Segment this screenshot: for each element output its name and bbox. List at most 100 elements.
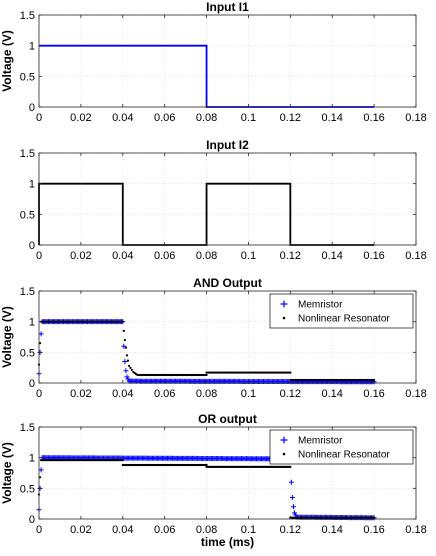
x-tick-label: 0.14: [322, 250, 343, 262]
x-tick-label: 0: [36, 250, 42, 262]
data-point: [129, 366, 132, 369]
data-point: [38, 467, 44, 473]
y-tick-label: 0.5: [20, 209, 35, 221]
x-tick-label: 0.1: [241, 112, 256, 124]
x-tick-label: 0.14: [322, 112, 343, 124]
axes-box: [38, 14, 417, 108]
x-tick-label: 0.1: [241, 250, 256, 262]
x-tick-label: 0.16: [363, 250, 384, 262]
legend-marker: [280, 436, 288, 444]
x-axis-label: time (ms): [201, 535, 254, 549]
x-tick-label: 0.14: [322, 524, 343, 536]
y-tick-label: 1: [29, 317, 35, 329]
x-tick-label: 0.08: [196, 388, 217, 400]
axes-box: [38, 426, 417, 520]
data-point: [205, 463, 208, 467]
data-point: [373, 378, 376, 382]
y-tick-label: 1: [29, 179, 35, 191]
x-tick-label: 0.18: [405, 250, 426, 262]
x-tick-label: 0.02: [70, 388, 91, 400]
data-point: [126, 359, 130, 362]
x-tick-label: 0.16: [363, 112, 384, 124]
y-tick-label: 0: [29, 240, 35, 252]
data-point: [289, 371, 292, 374]
data-point: [124, 346, 128, 349]
legend-marker: [280, 300, 288, 308]
axes-box: [38, 290, 417, 384]
data-point: [288, 479, 294, 485]
legend-label: Memristor: [298, 436, 343, 447]
data-point: [289, 465, 292, 468]
legend-label: Nonlinear Resonator: [298, 314, 390, 325]
x-tick-label: 0.06: [154, 388, 175, 400]
chart-panel-1: 0 0.02 0.04 0.06 0.08 0.1 0.12 0.14 0.16 0.18 0 0.5…: [0, 0, 427, 124]
plot-area: [39, 153, 416, 245]
chart-title: Input I1: [206, 0, 249, 14]
legend-box: [269, 429, 414, 465]
y-tick-label: 1.5: [20, 148, 35, 160]
x-tick-label: 0.06: [154, 250, 175, 262]
data-point: [127, 364, 131, 367]
x-tick-label: 0.1: [241, 388, 256, 400]
data-point: [121, 459, 124, 462]
x-tick-label: 0.04: [112, 388, 133, 400]
x-tick-label: 0.08: [196, 250, 217, 262]
y-axis-label: Voltage (V): [0, 442, 14, 504]
x-tick-label: 0.12: [280, 112, 301, 124]
data-point: [130, 368, 133, 372]
y-tick-label: 0.5: [20, 483, 35, 495]
x-tick-label: 0.02: [70, 250, 91, 262]
x-tick-label: 0.1: [241, 524, 256, 536]
chart-panel-2: 0 0.02 0.04 0.06 0.08 0.1 0.12 0.14 0.16 0.18 0 0.5…: [20, 138, 427, 262]
y-tick-label: 1.5: [20, 286, 35, 298]
chart-panel-3: 0 0.02 0.04 0.06 0.08 0.1 0.12 0.14 0.16 0.18 0 0.5…: [0, 276, 427, 400]
chart-title: OR output: [198, 412, 257, 426]
x-tick-label: 0.14: [322, 388, 343, 400]
x-tick-label: 0.08: [196, 112, 217, 124]
x-tick-label: 0.12: [280, 524, 301, 536]
legend-box: [269, 293, 414, 329]
y-tick-label: 0: [29, 514, 35, 526]
x-tick-label: 0.18: [405, 388, 426, 400]
data-point: [38, 476, 42, 479]
legend: Memristor Nonlinear Resonator: [269, 429, 414, 465]
x-tick-label: 0.08: [196, 524, 217, 536]
chart-panel-4: 0 0.02 0.04 0.06 0.08 0.1 0.12 0.14 0.16 0.18 0 0.5…: [0, 412, 427, 549]
x-tick-label: 0.12: [280, 388, 301, 400]
chart-title: Input I2: [206, 138, 249, 152]
legend-label: Nonlinear Resonator: [298, 450, 390, 461]
y-tick-label: 0.5: [20, 71, 35, 83]
legend-marker: [282, 316, 286, 320]
x-tick-label: 0: [36, 524, 42, 536]
x-tick-label: 0.06: [154, 524, 175, 536]
x-tick-label: 0.04: [112, 250, 133, 262]
data-point: [122, 329, 125, 332]
x-tick-label: 0.12: [280, 250, 301, 262]
data-point: [123, 338, 126, 342]
y-tick-label: 1: [29, 453, 35, 465]
y-tick-label: 1.5: [20, 422, 35, 434]
x-tick-label: 0: [36, 112, 42, 124]
legend: Memristor Nonlinear Resonator: [269, 293, 414, 329]
x-tick-label: 0.18: [405, 524, 426, 536]
axes-box: [38, 152, 417, 246]
plot-area: [39, 15, 416, 107]
data-point: [289, 495, 295, 501]
data-point: [38, 331, 44, 337]
legend-marker: [282, 452, 286, 456]
data-point: [205, 373, 208, 377]
legend-label: Memristor: [298, 300, 343, 311]
y-tick-label: 0: [29, 378, 35, 390]
y-axis-label: Voltage (V): [0, 306, 14, 368]
data-point: [121, 320, 124, 323]
data-point: [122, 359, 128, 365]
data-point: [125, 354, 129, 357]
data-point: [38, 342, 42, 345]
x-tick-label: 0.02: [70, 524, 91, 536]
x-tick-label: 0: [36, 388, 42, 400]
y-tick-label: 1: [29, 41, 35, 53]
x-tick-label: 0.06: [154, 112, 175, 124]
data-point: [123, 368, 129, 374]
x-tick-label: 0.16: [363, 388, 384, 400]
